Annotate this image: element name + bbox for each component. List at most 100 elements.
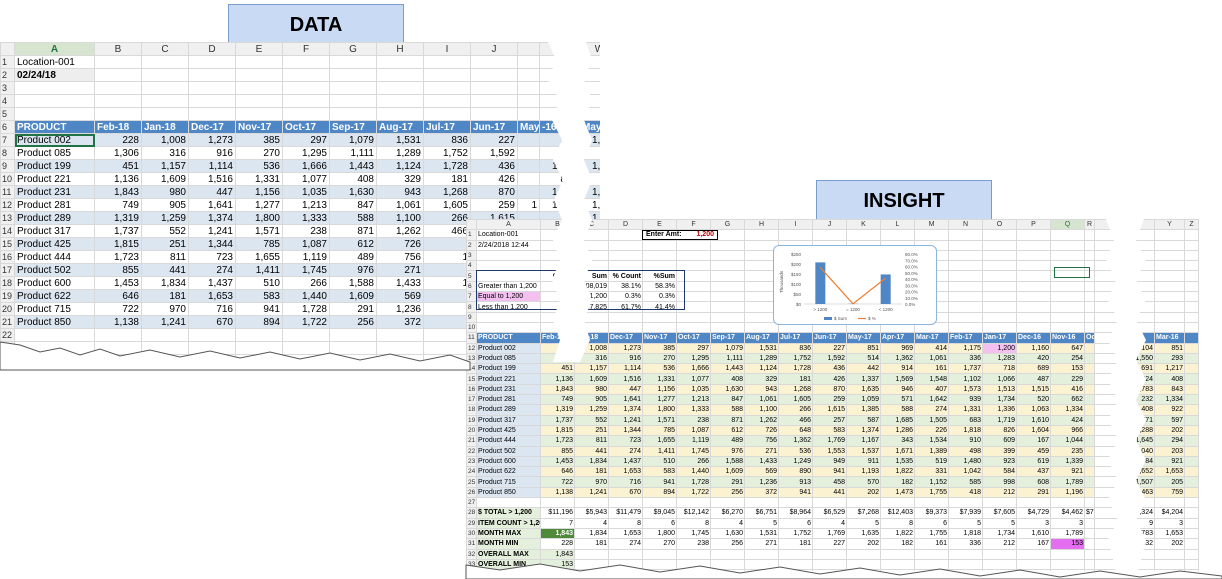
- data-cell[interactable]: Product 199: [14, 159, 95, 173]
- data-cell[interactable]: 588: [329, 211, 377, 225]
- data-right-tear: [548, 42, 592, 362]
- data-cell[interactable]: 1,745: [282, 263, 330, 277]
- data-cell[interactable]: 1,333: [282, 211, 330, 225]
- column-header[interactable]: D: [188, 42, 236, 56]
- data-cell[interactable]: Product 850: [14, 315, 95, 329]
- data-cell[interactable]: 836: [423, 133, 471, 147]
- line-series: [819, 267, 887, 305]
- data-cell[interactable]: 1,138: [94, 315, 142, 329]
- data-cell[interactable]: 980: [141, 185, 189, 199]
- row-header[interactable]: 3: [0, 81, 15, 95]
- row-header[interactable]: 11: [0, 185, 15, 199]
- data-cell[interactable]: 1,100: [376, 211, 424, 225]
- data-cell[interactable]: 297: [282, 133, 330, 147]
- legend-bar-label: $ Sum: [834, 316, 847, 321]
- data-sheet: ABCDEFGHIJVWXY1Location-001202/24/183456…: [0, 42, 600, 362]
- y2-tick-label: 0.0%: [905, 302, 915, 307]
- data-cell[interactable]: Product 425: [14, 237, 95, 251]
- summary-chart: $0 $50 $100 $150 $200 $250 0.0% 10.0% 20.0% 30.0%…: [773, 245, 937, 325]
- y-tick-label: $150: [791, 272, 802, 277]
- row-header[interactable]: 7: [0, 133, 15, 147]
- data-cell[interactable]: 670: [188, 315, 236, 329]
- sheet-row: 33 OVERALL MIN 153: [466, 558, 1199, 571]
- data-cell[interactable]: 536: [235, 159, 283, 173]
- bar-2: [880, 274, 891, 304]
- y2-tick-label: 10.0%: [905, 296, 918, 301]
- column-filter-header[interactable]: Dec-17: [188, 120, 236, 134]
- data-label: DATA: [228, 4, 404, 44]
- enter-amount-box: Enter Amt: 1,200: [642, 230, 718, 240]
- column-filter-header[interactable]: PRODUCT: [14, 120, 95, 134]
- bar-0: [815, 262, 826, 304]
- selected-cell[interactable]: [1054, 267, 1090, 278]
- y2-tick-label: 60.0%: [905, 265, 918, 270]
- data-cell[interactable]: 1,374: [188, 211, 236, 225]
- data-cell[interactable]: 451: [94, 159, 142, 173]
- column-filter-header[interactable]: Jan-18: [141, 120, 189, 134]
- data-cell[interactable]: Product 231: [14, 185, 95, 199]
- data-bottom-tear: [0, 341, 471, 371]
- insight-bottom-tear: [465, 563, 1222, 579]
- column-header[interactable]: G: [329, 42, 377, 56]
- sheet-row: 15 Product 425 1,815 251 1,344 785 1,087 612 726: [0, 237, 600, 251]
- data-cell[interactable]: 1,079: [329, 133, 377, 147]
- column-filter-header[interactable]: Nov-17: [235, 120, 283, 134]
- y-axis-label: Thousands: [779, 270, 784, 293]
- row-header[interactable]: 1: [0, 55, 15, 69]
- enter-amount-input[interactable]: 1,200: [696, 231, 714, 238]
- sheet-row: 2 02/24/18: [0, 68, 600, 82]
- column-filter-header[interactable]: Sep-17: [329, 120, 377, 134]
- data-cell[interactable]: 372: [376, 315, 424, 329]
- cell[interactable]: [1184, 569, 1199, 571]
- y-tick-label: $50: [793, 292, 801, 297]
- data-cell[interactable]: Product 289: [14, 211, 95, 225]
- data-cell[interactable]: 1,815: [94, 237, 142, 251]
- data-cell[interactable]: 385: [235, 133, 283, 147]
- sheet-row: 18 Product 600 1,453 1,834 1,437 510 266 1,588 1…: [0, 276, 600, 290]
- data-cell[interactable]: 441: [141, 263, 189, 277]
- data-cell[interactable]: 1,728: [423, 159, 471, 173]
- sheet-row: 25 Product 715 722 970 716 941 1,728 291 1,236 91…: [466, 476, 1199, 488]
- data-cell[interactable]: 1,156: [235, 185, 283, 199]
- row-header[interactable]: 22: [0, 328, 15, 342]
- data-cell[interactable]: 274: [188, 263, 236, 277]
- column-header[interactable]: H: [376, 42, 424, 56]
- y2-tick-label: 70.0%: [905, 258, 918, 263]
- column-header[interactable]: E: [235, 42, 283, 56]
- column-filter-header[interactable]: Oct-17: [282, 120, 330, 134]
- data-cell[interactable]: [517, 185, 540, 199]
- data-cell[interactable]: 436: [470, 159, 518, 173]
- data-cell[interactable]: Product 622: [14, 289, 95, 303]
- x-tick-label: = 1200: [846, 307, 860, 312]
- row-header[interactable]: 2: [0, 68, 15, 82]
- column-filter-header[interactable]: Feb-18: [94, 120, 142, 134]
- data-cell[interactable]: 976: [329, 263, 377, 277]
- row-header[interactable]: 14: [0, 224, 15, 238]
- x-tick-label: < 1200: [879, 307, 893, 312]
- row-header[interactable]: 8: [0, 146, 15, 160]
- data-cell[interactable]: 1,531: [376, 133, 424, 147]
- sheet-row: 22 Product 502 855 441 274 1,411 1,745 976 271 53…: [466, 445, 1199, 457]
- y-tick-label: $250: [791, 252, 802, 257]
- chart-svg: $0 $50 $100 $150 $200 $250 0.0%10.0%20.0% 30.0%…: [779, 252, 918, 321]
- sheet-row: 27: [466, 497, 1199, 509]
- y-tick-label: $200: [791, 262, 802, 267]
- data-cell[interactable]: 1,268: [423, 185, 471, 199]
- row-header[interactable]: 18: [0, 276, 15, 290]
- data-cell[interactable]: 646: [94, 289, 142, 303]
- row-header[interactable]: 16: [0, 250, 15, 264]
- data-cell[interactable]: 870: [470, 185, 518, 199]
- data-cell[interactable]: Product 502: [14, 263, 95, 277]
- data-cell[interactable]: 227: [470, 133, 518, 147]
- y2-tick-label: 40.0%: [905, 277, 918, 282]
- column-filter-header[interactable]: Aug-17: [376, 120, 424, 134]
- data-cell[interactable]: 271: [376, 263, 424, 277]
- row-header[interactable]: 13: [0, 211, 15, 225]
- data-cell[interactable]: 1,843: [94, 185, 142, 199]
- sheet-row: 18 Product 289 1,319 1,259 1,374 1,800 1,333 58…: [466, 404, 1199, 416]
- enter-amount-label: Enter Amt:: [646, 231, 682, 238]
- data-cell[interactable]: 1,609: [329, 289, 377, 303]
- data-cell[interactable]: 181: [141, 289, 189, 303]
- y-tick-label: $100: [791, 282, 802, 287]
- data-cell[interactable]: 1,035: [282, 185, 330, 199]
